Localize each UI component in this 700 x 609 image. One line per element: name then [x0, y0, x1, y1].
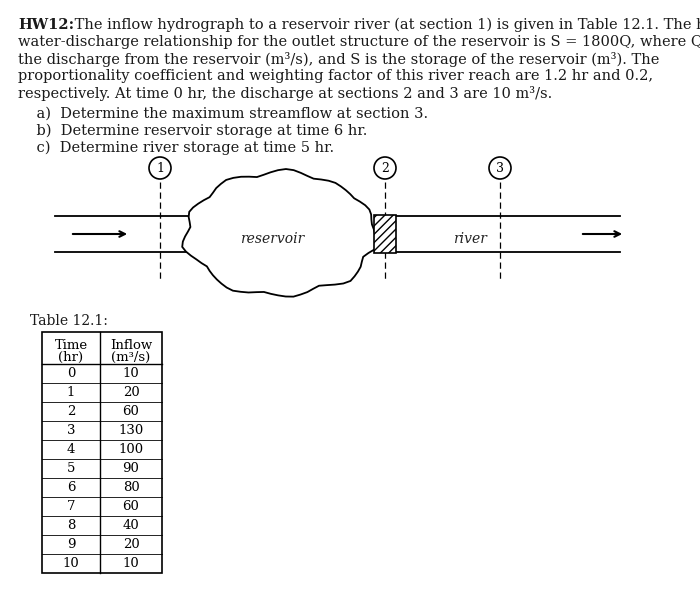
Text: water-discharge relationship for the outlet structure of the reservoir is S = 18: water-discharge relationship for the out… — [18, 35, 700, 49]
Circle shape — [489, 157, 511, 179]
Text: b)  Determine reservoir storage at time 6 hr.: b) Determine reservoir storage at time 6… — [18, 124, 368, 138]
Text: The inflow hydrograph to a reservoir river (at section 1) is given in Table 12.1: The inflow hydrograph to a reservoir riv… — [70, 18, 700, 32]
Text: 10: 10 — [122, 557, 139, 570]
Text: 2: 2 — [381, 161, 389, 175]
Text: 80: 80 — [122, 481, 139, 494]
Text: Time: Time — [55, 339, 88, 352]
Text: 60: 60 — [122, 405, 139, 418]
Text: 6: 6 — [66, 481, 76, 494]
Polygon shape — [182, 169, 379, 297]
Text: 20: 20 — [122, 538, 139, 551]
Text: c)  Determine river storage at time 5 hr.: c) Determine river storage at time 5 hr. — [18, 141, 334, 155]
Text: HW12:: HW12: — [18, 18, 74, 32]
Text: proportionality coefficient and weighting factor of this river reach are 1.2 hr : proportionality coefficient and weightin… — [18, 69, 653, 83]
Text: 10: 10 — [122, 367, 139, 380]
Text: 1: 1 — [66, 386, 75, 399]
Text: 60: 60 — [122, 500, 139, 513]
Text: 100: 100 — [118, 443, 144, 456]
Text: (m³/s): (m³/s) — [111, 351, 150, 364]
Text: Table 12.1:: Table 12.1: — [30, 314, 108, 328]
Text: 9: 9 — [66, 538, 76, 551]
Text: 3: 3 — [66, 424, 76, 437]
Text: 5: 5 — [66, 462, 75, 475]
Text: respectively. At time 0 hr, the discharge at sections 2 and 3 are 10 m³/s.: respectively. At time 0 hr, the discharg… — [18, 86, 552, 101]
Text: 7: 7 — [66, 500, 76, 513]
Bar — [374, 215, 396, 253]
Circle shape — [374, 157, 396, 179]
Bar — [42, 332, 162, 573]
Text: a)  Determine the maximum streamflow at section 3.: a) Determine the maximum streamflow at s… — [18, 107, 428, 121]
Text: 130: 130 — [118, 424, 144, 437]
Text: 1: 1 — [156, 161, 164, 175]
Text: 40: 40 — [122, 519, 139, 532]
Text: 4: 4 — [66, 443, 75, 456]
Text: reservoir: reservoir — [240, 232, 304, 246]
Text: 3: 3 — [496, 161, 504, 175]
Text: the discharge from the reservoir (m³/s), and S is the storage of the reservoir (: the discharge from the reservoir (m³/s),… — [18, 52, 659, 67]
Text: 0: 0 — [66, 367, 75, 380]
Text: 20: 20 — [122, 386, 139, 399]
Text: 8: 8 — [66, 519, 75, 532]
Circle shape — [149, 157, 171, 179]
Text: 2: 2 — [66, 405, 75, 418]
Text: 90: 90 — [122, 462, 139, 475]
Text: (hr): (hr) — [58, 351, 83, 364]
Text: river: river — [453, 232, 487, 246]
Text: Inflow: Inflow — [110, 339, 152, 352]
Text: 10: 10 — [62, 557, 79, 570]
